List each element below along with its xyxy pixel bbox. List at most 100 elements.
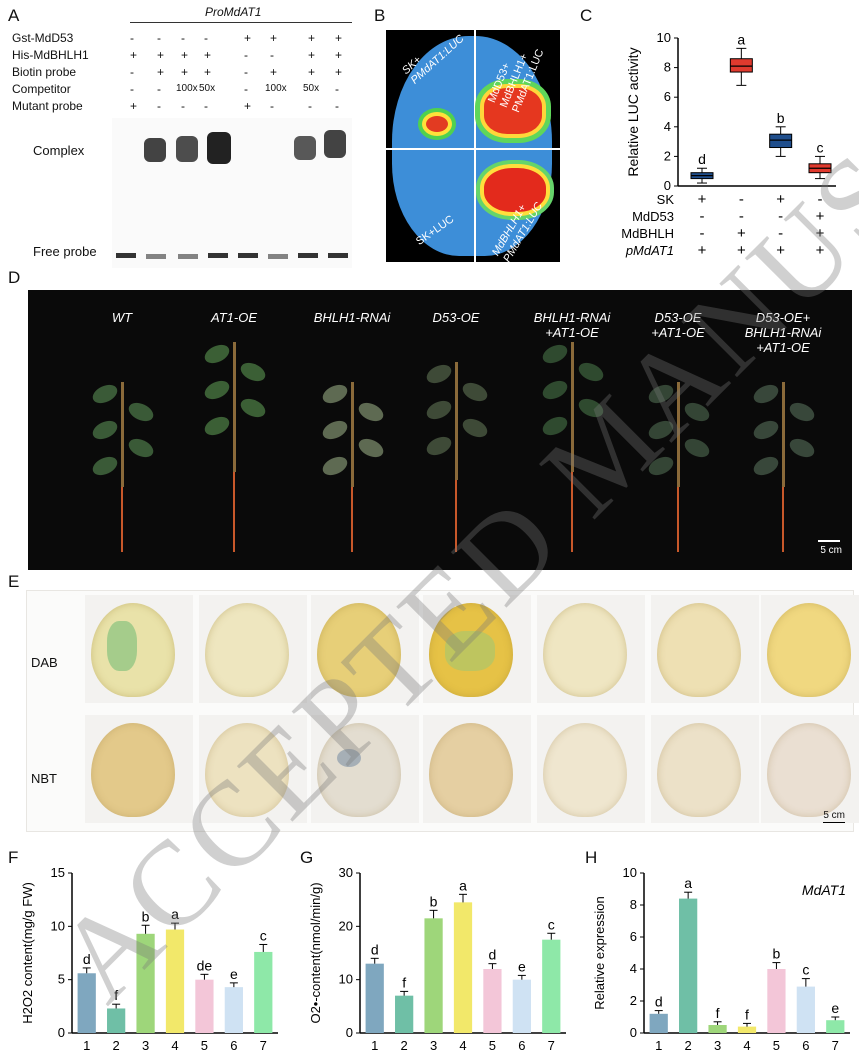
bar <box>424 918 443 1033</box>
x-tick-label: 3 <box>714 1038 721 1053</box>
complex-band <box>144 138 166 162</box>
condition-cell: + <box>244 99 252 113</box>
significance-letter: b <box>142 908 150 924</box>
plant-root <box>121 487 123 552</box>
box <box>769 133 793 149</box>
condition-cell: - <box>308 99 312 113</box>
y-tick-label: 0 <box>664 178 671 193</box>
plant-leaf <box>750 417 782 443</box>
y-tick-label: 8 <box>664 60 671 75</box>
significance-letter: e <box>230 966 238 982</box>
plant-leaf <box>319 417 351 443</box>
plant-leaf <box>539 341 571 367</box>
strong-signal-spot <box>484 88 542 134</box>
bar <box>107 1008 126 1033</box>
condition-cell: + <box>737 242 746 259</box>
y-tick-label: 10 <box>51 918 65 933</box>
free-probe-band <box>146 254 166 259</box>
emsa-gel-image <box>112 118 352 268</box>
bar <box>224 987 243 1033</box>
plant-leaf <box>750 381 782 407</box>
scale-bar-e <box>823 822 845 823</box>
condition-cell: + <box>130 99 138 113</box>
x-tick-label: 6 <box>802 1038 809 1053</box>
plant-leaf <box>423 397 455 423</box>
plant-leaf <box>355 435 387 461</box>
y-axis-title: Relative LUC activity <box>625 47 641 176</box>
bar <box>453 902 473 1033</box>
plant-leaf <box>89 381 121 407</box>
plant-leaf <box>539 413 571 439</box>
bar <box>737 1026 757 1033</box>
plant-leaf <box>786 399 818 425</box>
plant-leaf <box>575 359 607 385</box>
condition-cell: + <box>130 48 138 62</box>
nbt-stained-leaf <box>657 723 741 817</box>
significance-letter: d <box>655 994 663 1010</box>
condition-cell: - <box>130 31 134 45</box>
y-axis-title: H2O2 content(mg/g FW) <box>20 882 35 1024</box>
bar <box>395 995 414 1033</box>
y-tick-label: 0 <box>630 1025 637 1040</box>
genotype-label: BHLH1-RNAi +AT1-OE <box>533 310 611 340</box>
condition-cell: - <box>778 208 783 225</box>
bar <box>512 979 531 1033</box>
y-tick-label: 2 <box>630 993 637 1008</box>
significance-letter: d <box>371 941 379 957</box>
condition-cell: 100x <box>265 83 287 94</box>
plant-leaf <box>459 415 491 441</box>
panel-e-label: E <box>8 572 20 591</box>
plant-root <box>571 472 573 552</box>
condition-cell: + <box>157 65 165 79</box>
condition-row-label: Competitor <box>12 82 71 96</box>
significance-letter: c <box>548 916 555 932</box>
plant-root <box>677 487 679 552</box>
plant-leaf <box>539 377 571 403</box>
condition-cell: - <box>244 48 248 62</box>
condition-cell: - <box>157 31 161 45</box>
significance-letter: d <box>489 947 497 963</box>
plant-leaf <box>125 399 157 425</box>
box <box>729 58 753 73</box>
promoter-header: ProMdAT1 <box>205 5 262 19</box>
x-tick-label: 1 <box>83 1038 90 1053</box>
complex-band <box>207 132 231 164</box>
plant-stem <box>351 382 354 488</box>
panel-g-label: G <box>300 848 314 867</box>
dab-stained-leaf <box>767 603 851 697</box>
panel-c-label: C <box>580 6 593 25</box>
y-tick-label: 4 <box>630 961 637 976</box>
stain-patch <box>107 621 137 671</box>
plant-stem <box>782 382 785 488</box>
medium-signal-spot <box>484 168 546 212</box>
free-probe-band <box>238 253 258 258</box>
condition-cell: + <box>816 225 825 242</box>
bar <box>708 1025 727 1033</box>
y-tick-label: 30 <box>339 865 353 880</box>
condition-cell: - <box>270 48 274 62</box>
significance-letter: c <box>817 139 824 155</box>
condition-cell: - <box>335 99 339 113</box>
nbt-stained-leaf <box>91 723 175 817</box>
plant-stem <box>677 382 680 488</box>
condition-cell: + <box>204 65 212 79</box>
x-tick-label: 2 <box>401 1038 408 1053</box>
plant-root <box>351 487 353 552</box>
genotype-label: AT1-OE <box>211 310 257 325</box>
condition-cell: + <box>308 65 316 79</box>
x-tick-label: 4 <box>743 1038 750 1053</box>
bar <box>254 951 273 1033</box>
y-tick-label: 8 <box>630 897 637 912</box>
condition-cell: + <box>308 31 316 45</box>
condition-cell: - <box>700 225 705 242</box>
bar <box>649 1013 668 1033</box>
plant-leaf <box>89 417 121 443</box>
bar <box>365 963 384 1033</box>
condition-row-label: Mutant probe <box>12 99 83 113</box>
panel-f-label: F <box>8 848 19 867</box>
dab-stained-leaf <box>657 603 741 697</box>
significance-letter: a <box>684 875 692 891</box>
genotype-label: D53-OE+ BHLH1-RNAi +AT1-OE <box>744 310 822 355</box>
significance-letter: c <box>802 962 809 978</box>
